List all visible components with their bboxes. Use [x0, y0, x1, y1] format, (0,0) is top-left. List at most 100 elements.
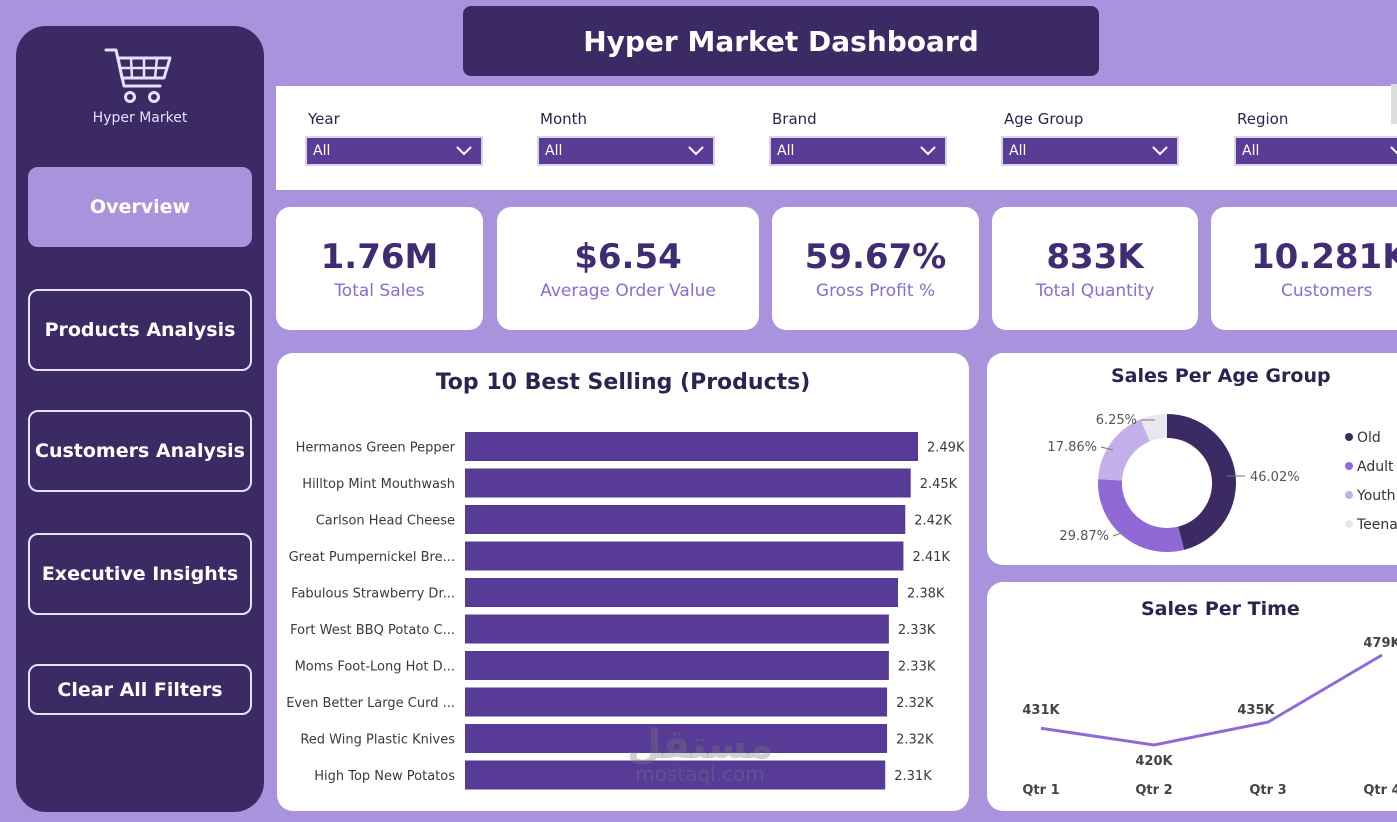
- legend-marker: [1345, 491, 1353, 499]
- top-products-panel: Top 10 Best Selling (Products) Hermanos …: [277, 353, 969, 811]
- bar-category-label: Fort West BBQ Potato C...: [290, 623, 455, 638]
- bar-value-label: 2.32K: [896, 733, 934, 748]
- bar-value-label: 2.49K: [927, 441, 965, 456]
- age-group-donut-chart: 46.02% 29.87% 17.86% 6.25% Old Adult Youth Teen…: [1047, 413, 1397, 552]
- filter-bar: Year All Month All Brand All Age Group A…: [276, 86, 1397, 190]
- chart-title: Sales Per Time: [1141, 598, 1300, 620]
- sales-time-panel: Sales Per Time 431K Qtr 1 420K Qtr 2 435K Qtr…: [987, 582, 1397, 811]
- filter-value: All: [313, 143, 331, 159]
- brand-dropdown[interactable]: All: [769, 136, 947, 166]
- month-dropdown[interactable]: All: [537, 136, 715, 166]
- chevron-down-icon: [456, 146, 472, 156]
- bar-value-label: 2.32K: [896, 696, 934, 711]
- filter-value: All: [1242, 143, 1260, 159]
- slice-value-label: 17.86%: [1047, 440, 1097, 455]
- watermark: مستقل mostaql.com: [600, 722, 800, 786]
- nav-overview[interactable]: Overview: [28, 167, 252, 247]
- year-dropdown[interactable]: All: [305, 136, 483, 166]
- age-group-dropdown[interactable]: All: [1001, 136, 1179, 166]
- kpi-label: Average Order Value: [540, 281, 716, 301]
- sales-time-line-chart: 431K Qtr 1 420K Qtr 2 435K Qtr 3 479K Qtr 4: [1022, 636, 1397, 798]
- legend-label: Old: [1357, 430, 1381, 446]
- legend-label: Adult: [1357, 459, 1394, 475]
- filter-label: Region: [1237, 110, 1289, 128]
- scrollbar[interactable]: [1391, 84, 1397, 124]
- kpi-label: Gross Profit %: [815, 281, 936, 301]
- point-value-label: 431K: [1022, 703, 1060, 718]
- legend-label: Youth: [1356, 488, 1396, 504]
- point-value-label: 479K: [1363, 636, 1397, 651]
- donut-slice: [1166, 414, 1236, 550]
- filter-label: Brand: [772, 110, 817, 128]
- point-value-label: 420K: [1135, 754, 1173, 769]
- page-title: Hyper Market Dashboard: [463, 6, 1099, 76]
- sidebar: Hyper Market Overview Products Analysis …: [16, 26, 264, 812]
- donut-slice: [1098, 419, 1151, 482]
- kpi-label: Total Sales: [334, 281, 425, 301]
- kpi-total-quantity: 833K Total Quantity: [992, 207, 1198, 330]
- kpi-value: 59.67%: [804, 237, 947, 277]
- legend-label: Teenag: [1356, 517, 1397, 533]
- bar: [465, 505, 906, 534]
- bar-value-label: 2.38K: [907, 587, 945, 602]
- nav-executive-insights[interactable]: Executive Insights: [28, 533, 252, 615]
- bar-category-label: Fabulous Strawberry Dr...: [291, 587, 455, 602]
- bar-category-label: Moms Foot-Long Hot D...: [295, 660, 455, 675]
- bar: [465, 468, 911, 498]
- bar-category-label: Red Wing Plastic Knives: [300, 733, 455, 748]
- bar: [465, 578, 898, 607]
- kpi-value: 10.281K: [1251, 237, 1397, 277]
- region-dropdown[interactable]: All: [1234, 136, 1397, 166]
- watermark-arabic: مستقل: [626, 722, 774, 768]
- bar-category-label: Hermanos Green Pepper: [296, 441, 456, 456]
- kpi-value: 1.76M: [320, 237, 439, 277]
- bar: [465, 760, 886, 790]
- kpi-customers: 10.281K Customers: [1211, 207, 1397, 330]
- bar-value-label: 2.42K: [914, 514, 952, 529]
- nav-customers-analysis[interactable]: Customers Analysis: [28, 410, 252, 492]
- bar: [465, 432, 918, 461]
- legend-marker: [1345, 433, 1353, 441]
- point-value-label: 435K: [1237, 703, 1275, 718]
- bar-category-label: Great Pumpernickel Bre...: [289, 550, 455, 565]
- filter-month: Month All: [537, 110, 715, 166]
- kpi-label: Customers: [1281, 281, 1373, 301]
- slice-value-label: 29.87%: [1059, 529, 1109, 544]
- chevron-down-icon: [1152, 146, 1168, 156]
- chart-title: Sales Per Age Group: [1111, 365, 1331, 387]
- bar-category-label: Even Better Large Curd ...: [286, 696, 455, 711]
- chart-title: Top 10 Best Selling (Products): [435, 370, 811, 395]
- slice-value-label: 46.02%: [1250, 470, 1300, 485]
- kpi-gross-profit: 59.67% Gross Profit %: [772, 207, 979, 330]
- bar: [465, 541, 904, 571]
- filter-region: Region All: [1234, 110, 1397, 166]
- x-tick-label: Qtr 4: [1363, 783, 1397, 798]
- x-tick-label: Qtr 1: [1022, 783, 1059, 798]
- chevron-down-icon: [688, 146, 704, 156]
- filter-age-group: Age Group All: [1001, 110, 1179, 166]
- clear-all-filters-button[interactable]: Clear All Filters: [28, 664, 252, 715]
- filter-label: Month: [540, 110, 588, 128]
- slice-value-label: 6.25%: [1096, 413, 1137, 428]
- x-tick-label: Qtr 3: [1249, 783, 1286, 798]
- filter-brand: Brand All: [769, 110, 947, 166]
- logo: Hyper Market: [16, 44, 264, 126]
- kpi-value: 833K: [1046, 237, 1144, 277]
- bar-value-label: 2.33K: [898, 623, 936, 638]
- kpi-label: Total Quantity: [1035, 281, 1155, 301]
- chevron-down-icon: [920, 146, 936, 156]
- kpi-average-order-value: $6.54 Average Order Value: [497, 207, 759, 330]
- donut-slice: [1098, 479, 1185, 552]
- bar-category-label: High Top New Potatos: [314, 769, 455, 784]
- bar-category-label: Hilltop Mint Mouthwash: [302, 477, 455, 492]
- bar-value-label: 2.31K: [894, 769, 932, 784]
- bar-value-label: 2.45K: [920, 477, 958, 492]
- nav-products-analysis[interactable]: Products Analysis: [28, 289, 252, 371]
- age-group-panel: Sales Per Age Group 46.02% 29.87% 17.86% 6.…: [987, 353, 1397, 565]
- bar: [465, 687, 888, 717]
- bar: [465, 614, 889, 644]
- bar-category-label: Carlson Head Cheese: [316, 514, 455, 529]
- filter-label: Age Group: [1004, 110, 1084, 128]
- donut-slice: [1140, 414, 1168, 442]
- chevron-down-icon: [1390, 146, 1397, 155]
